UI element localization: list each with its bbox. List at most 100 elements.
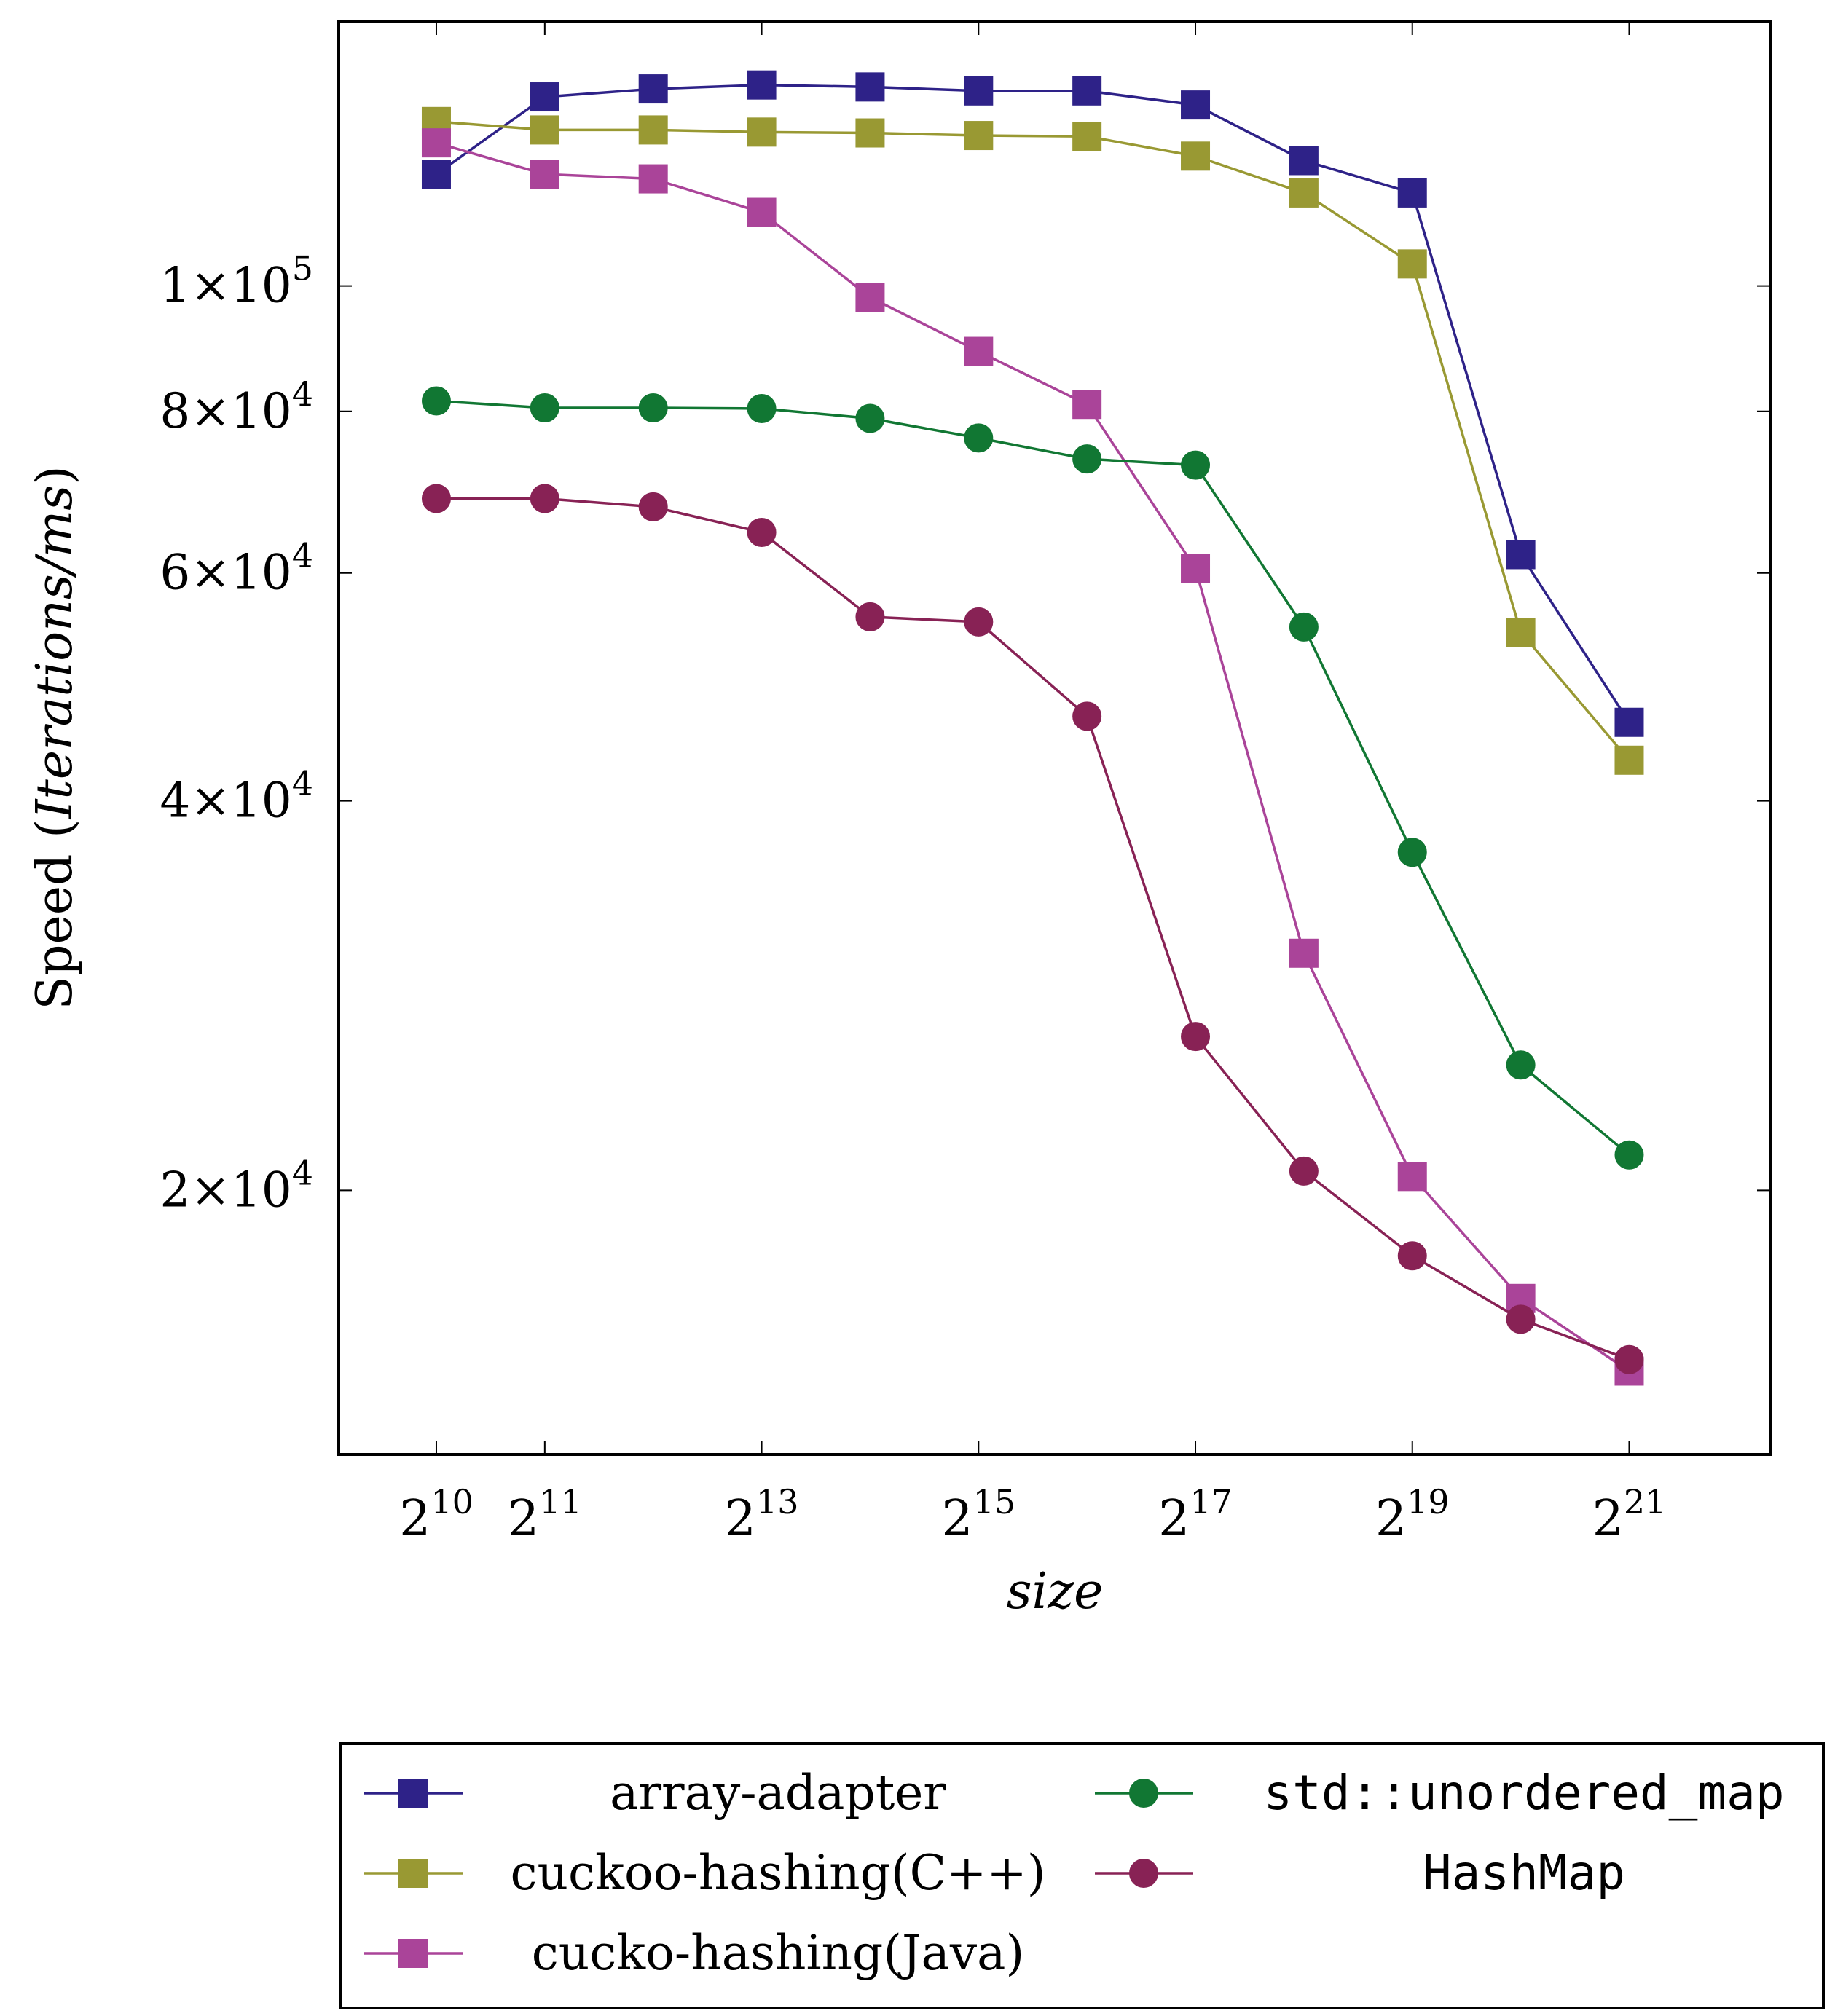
data-point (530, 160, 559, 189)
data-point (747, 517, 777, 547)
x-tick-base: 2 (1592, 1490, 1624, 1548)
series-line (436, 141, 1630, 1372)
legend-marker (398, 1859, 428, 1888)
x-tick-label: 213 (725, 1482, 799, 1548)
y-tick-mantissa: 1 (160, 258, 190, 314)
data-point (638, 115, 668, 145)
x-tick-base: 2 (941, 1490, 972, 1548)
legend: array-adapter cuckoo-hashing(C++) cucko-ha… (364, 1765, 1785, 1981)
data-point (530, 115, 559, 145)
x-tick-label: 211 (508, 1482, 582, 1548)
data-point (855, 118, 885, 148)
data-point (1072, 701, 1102, 731)
data-point (638, 74, 668, 104)
data-point (1289, 938, 1319, 968)
y-tick-label: 4×104 (160, 764, 313, 829)
data-point (1614, 1140, 1644, 1170)
data-point (530, 393, 559, 422)
x-axis-label: size (1007, 1563, 1104, 1621)
data-point (1397, 838, 1427, 867)
y-axis-label-suffix: ) (26, 465, 84, 485)
y-tick-base: 10 (231, 383, 292, 439)
x-tick-base: 2 (508, 1490, 539, 1548)
y-tick-base: 10 (231, 545, 292, 601)
legend-marker (398, 1939, 428, 1968)
x-tick-base: 2 (1158, 1490, 1190, 1548)
y-tick-label: 8×104 (160, 374, 313, 439)
y-tick-times: × (190, 545, 230, 601)
data-point (855, 602, 885, 631)
y-tick-times: × (190, 773, 230, 829)
data-point (964, 607, 994, 637)
y-axis-label-math: Iterations/ms (26, 485, 84, 820)
y-tick-base: 10 (231, 258, 292, 314)
x-tick-exponent: 17 (1190, 1482, 1233, 1521)
y-tick-mantissa: 6 (160, 545, 190, 601)
data-point (1614, 1344, 1644, 1374)
series-line (436, 120, 1630, 761)
data-point (421, 160, 451, 189)
data-point (638, 393, 668, 422)
x-tick-label: 215 (941, 1482, 1015, 1548)
data-point (1506, 1304, 1536, 1334)
x-tick-exponent: 11 (539, 1482, 582, 1521)
series-line (436, 399, 1630, 1157)
series-line (435, 83, 1630, 723)
data-point (964, 76, 994, 106)
data-point (1506, 540, 1536, 570)
series-layer (421, 70, 1644, 1386)
data-point (1397, 1162, 1427, 1192)
y-tick-base: 10 (231, 773, 292, 829)
data-point (1072, 122, 1102, 151)
x-tick-exponent: 15 (973, 1482, 1016, 1521)
x-tick-base: 2 (1375, 1490, 1407, 1548)
series-cucko-hashing-java (421, 128, 1644, 1386)
y-tick-exponent: 4 (292, 536, 313, 575)
data-point (1072, 444, 1102, 474)
data-point (1614, 745, 1644, 775)
legend-entry: cuckoo-hashing(C++) (364, 1845, 1045, 1901)
y-tick-exponent: 5 (292, 249, 313, 288)
y-axis-label-prefix: Speed ( (26, 819, 84, 1009)
y-tick-mantissa: 2 (160, 1162, 190, 1218)
y-tick-times: × (190, 383, 230, 439)
series-array-adapter (421, 70, 1644, 737)
data-point (638, 164, 668, 194)
y-tick-base: 10 (231, 1162, 292, 1218)
y-tick-exponent: 4 (292, 1153, 313, 1192)
data-point (1506, 618, 1536, 647)
data-point (1181, 1022, 1211, 1052)
data-point (855, 403, 885, 433)
data-point (1614, 707, 1644, 737)
legend-entry: array-adapter (364, 1765, 946, 1821)
y-tick-label: 6×104 (160, 536, 313, 601)
data-point (1289, 146, 1319, 176)
data-point (421, 128, 451, 158)
legend-label: array-adapter (610, 1765, 946, 1821)
x-tick-exponent: 13 (756, 1482, 799, 1521)
legend-entry: std::unordered_map (1095, 1765, 1785, 1821)
data-point (855, 283, 885, 312)
data-point (1506, 1050, 1536, 1080)
data-point (1181, 554, 1211, 583)
data-point (747, 117, 777, 147)
y-tick-times: × (190, 258, 230, 314)
series-cuckoo-hashing-c (421, 106, 1644, 775)
data-point (1289, 178, 1319, 208)
legend-box (339, 1742, 1825, 2009)
x-tick-label: 217 (1158, 1482, 1233, 1548)
data-point (530, 484, 559, 513)
data-point (530, 82, 559, 112)
series-hashmap (421, 484, 1644, 1374)
y-tick-label: 2×104 (160, 1153, 313, 1218)
legend-marker (1129, 1779, 1158, 1808)
data-point (855, 72, 885, 102)
x-tick-exponent: 21 (1624, 1482, 1667, 1521)
legend-label: cuckoo-hashing(C++) (511, 1845, 1046, 1901)
legend-marker (1129, 1859, 1158, 1888)
data-point (1181, 90, 1211, 120)
data-point (747, 70, 777, 100)
y-tick-exponent: 4 (292, 764, 313, 803)
data-point (421, 386, 451, 416)
data-point (964, 121, 994, 151)
